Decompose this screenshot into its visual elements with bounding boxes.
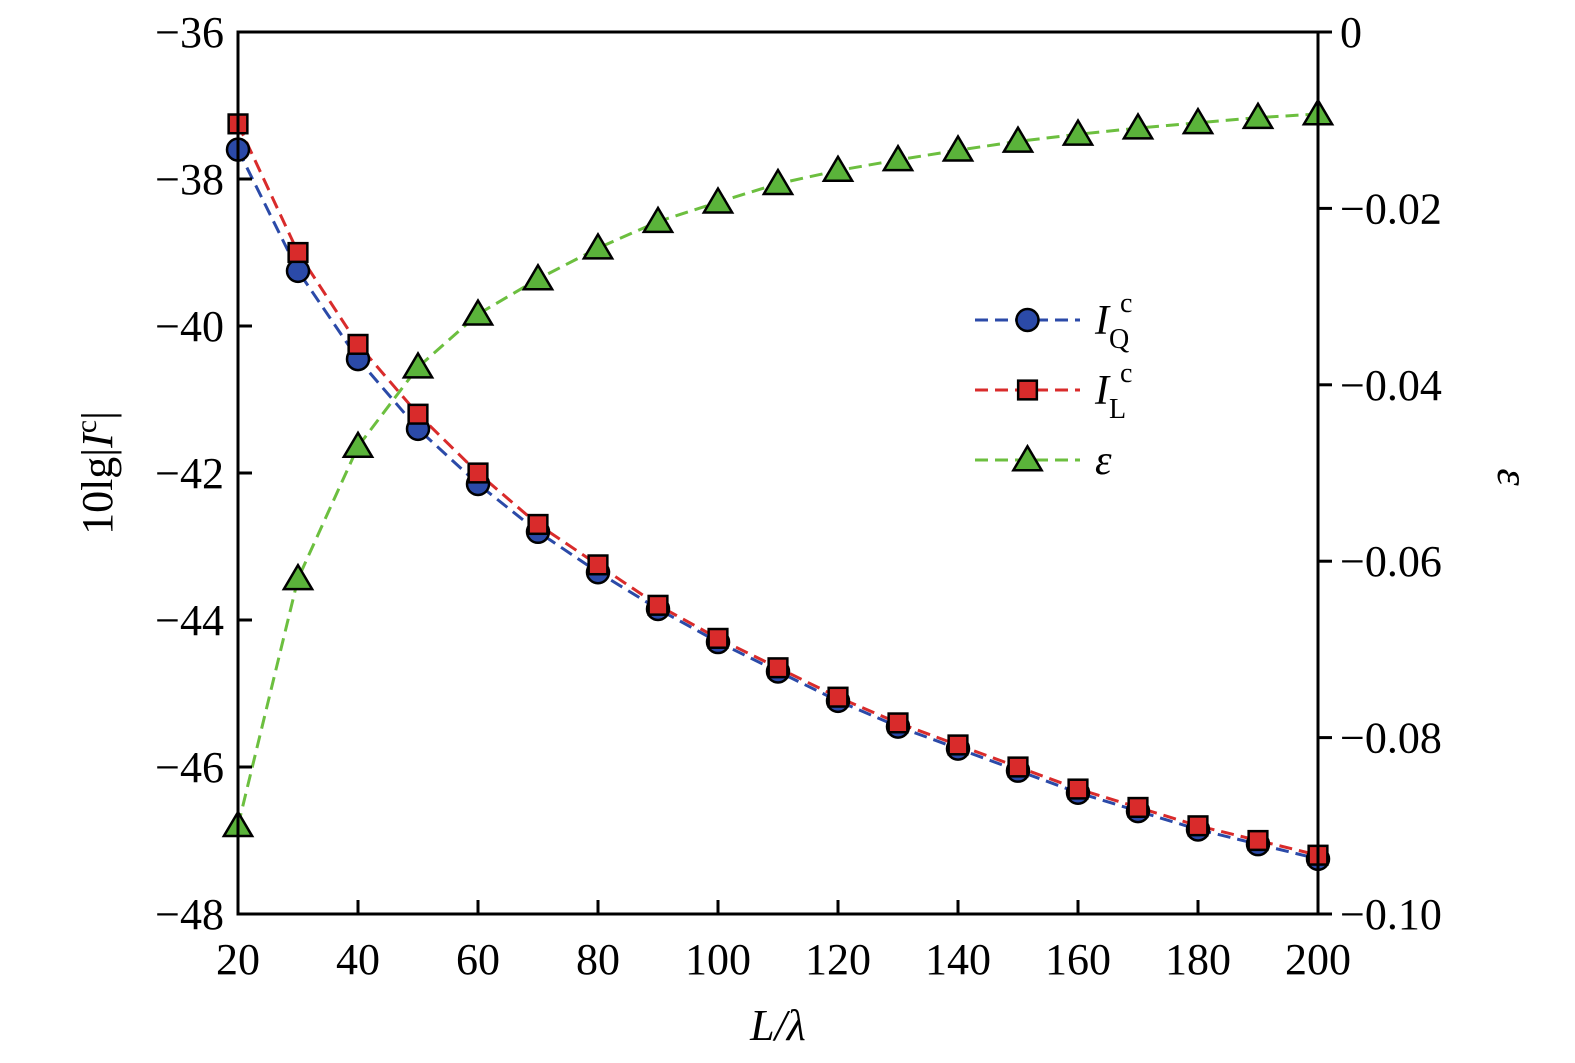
data-point-series-1 xyxy=(887,712,909,734)
data-point-series-2 xyxy=(1001,125,1035,153)
data-point-series-2 xyxy=(761,167,795,196)
data-point-series-2 xyxy=(1061,118,1095,146)
x-tick-label: 140 xyxy=(925,935,991,984)
y-right-tick-label: −0.08 xyxy=(1340,714,1442,763)
y-left-tick-label: −38 xyxy=(155,155,224,204)
data-point-series-1 xyxy=(467,462,489,484)
data-point-series-2 xyxy=(1241,101,1275,130)
data-point-series-1 xyxy=(407,403,429,425)
svg-text:10lg|Ic|: 10lg|Ic| xyxy=(70,411,122,535)
legend-label-1: ILc xyxy=(1094,358,1132,425)
legend-label-0: IQc xyxy=(1094,288,1132,355)
data-point-series-2 xyxy=(941,134,975,162)
y-right-tick-label: 0 xyxy=(1340,8,1362,57)
data-point-series-2 xyxy=(701,186,735,214)
data-point-series-2 xyxy=(401,351,435,379)
data-point-series-1 xyxy=(1007,756,1029,778)
legend-marker-2 xyxy=(1011,443,1044,472)
data-point-series-1 xyxy=(827,686,849,708)
y-right-tick-label: −0.10 xyxy=(1340,890,1442,939)
y-left-tick-label: −42 xyxy=(155,449,224,498)
data-point-series-2 xyxy=(461,298,495,326)
data-point-series-2 xyxy=(1181,106,1215,135)
data-point-series-2 xyxy=(641,205,675,234)
data-point-series-1 xyxy=(647,594,669,616)
axes: 20 40 60 80 100 120 140 160 180 200 −36 −38 −40 −42 −4… xyxy=(155,8,1442,984)
y-axis-left-title: 10lg|Ic| xyxy=(70,411,122,535)
legend-marker-1 xyxy=(1016,379,1039,401)
data-point-series-1 xyxy=(1247,829,1269,852)
data-point-series-0 xyxy=(285,258,311,284)
plot-frame xyxy=(236,30,1320,916)
y-right-tick-label: −0.02 xyxy=(1340,184,1442,233)
x-tick-label: 80 xyxy=(576,935,620,984)
x-axis-title: L/λ xyxy=(749,1001,806,1050)
data-point-series-1 xyxy=(347,333,369,355)
data-point-series-2 xyxy=(821,154,855,182)
y-left-tick-label: −48 xyxy=(155,890,224,939)
data-point-series-2 xyxy=(881,143,915,172)
x-tick-label: 180 xyxy=(1165,935,1231,984)
x-tick-label: 100 xyxy=(685,935,751,984)
data-point-series-1 xyxy=(1187,815,1209,837)
x-tick-label: 160 xyxy=(1045,935,1111,984)
data-point-series-1 xyxy=(1127,796,1149,819)
y-left-tick-label: −40 xyxy=(155,302,224,351)
data-point-series-1 xyxy=(587,554,609,576)
x-tick-label: 20 xyxy=(216,935,260,984)
y-right-tick-label: −0.04 xyxy=(1340,361,1442,410)
x-tick-label: 60 xyxy=(456,935,500,984)
y-left-tick-label: −46 xyxy=(155,743,224,792)
x-tick-label: 40 xyxy=(336,935,380,984)
y-left-tick-label: −36 xyxy=(155,8,224,57)
x-tick-label: 120 xyxy=(805,935,871,984)
data-point-series-1 xyxy=(767,657,789,679)
data-point-series-1 xyxy=(527,513,549,536)
data-point-series-2 xyxy=(281,562,315,591)
x-tick-label: 200 xyxy=(1285,935,1351,984)
series-markers xyxy=(221,97,1335,872)
legend-marker-0 xyxy=(1015,307,1040,333)
data-point-series-1 xyxy=(1067,778,1089,800)
y-right-tick-label: −0.06 xyxy=(1340,537,1442,586)
data-point-series-1 xyxy=(947,734,969,756)
series-line-0 xyxy=(236,148,1319,861)
data-point-series-2 xyxy=(521,262,555,291)
data-point-series-2 xyxy=(1121,111,1155,140)
legend-label-2: ε xyxy=(1095,438,1112,484)
y-axis-right-title: ε xyxy=(1488,468,1537,486)
series-line-1 xyxy=(236,123,1319,857)
y-left-tick-label: −44 xyxy=(155,596,224,645)
data-point-series-1 xyxy=(287,241,309,264)
data-point-series-1 xyxy=(707,627,729,649)
data-point-series-2 xyxy=(581,231,615,260)
series-lines xyxy=(236,112,1319,861)
series-line-2 xyxy=(236,112,1319,827)
data-point-series-2 xyxy=(341,430,375,459)
